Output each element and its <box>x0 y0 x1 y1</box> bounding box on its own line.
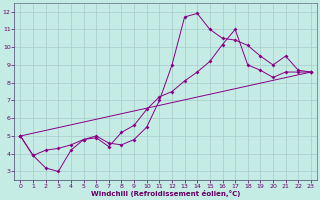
X-axis label: Windchill (Refroidissement éolien,°C): Windchill (Refroidissement éolien,°C) <box>91 190 240 197</box>
